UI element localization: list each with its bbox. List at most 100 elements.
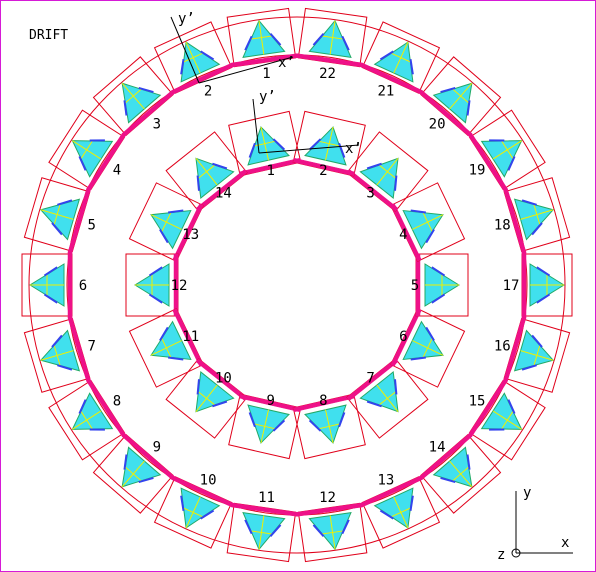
outer-module-wire [182, 52, 204, 63]
inner-module-arrow [431, 266, 446, 277]
inner-module-arrow [148, 293, 163, 304]
outer-module-label: 15 [469, 394, 486, 410]
outer-module-18 [503, 177, 571, 254]
outer-module-arrow [269, 524, 282, 537]
inner-module-arrow [148, 266, 163, 277]
outer-module-arrow [138, 86, 154, 94]
inner-module-arrow [196, 379, 200, 395]
diagram-title: DRIFT [29, 28, 68, 43]
outer-module-wire [182, 507, 204, 518]
inner-module-wire [422, 337, 434, 359]
outer-module-label: 14 [429, 440, 446, 456]
outer-module-label: 6 [79, 278, 87, 294]
outer-module-label: 10 [200, 473, 217, 489]
inner-module-wire [197, 164, 216, 180]
outer-module-wire [124, 88, 143, 105]
inner-module-1 [228, 110, 302, 177]
outer-y-axis-line [170, 16, 200, 84]
outer-module-7 [23, 316, 91, 393]
outer-x-axis-line [198, 56, 294, 84]
outer-module-label: 2 [204, 83, 212, 99]
inner-module-arrow [308, 419, 322, 432]
inner-module-label: 8 [319, 393, 327, 409]
outer-module-arrow [379, 509, 394, 520]
outer-module-label: 4 [113, 162, 121, 178]
inner-module-wire [160, 211, 172, 233]
outer-module-3 [92, 56, 175, 137]
outer-module-label: 22 [319, 66, 336, 82]
outer-module-arrow [341, 35, 350, 51]
inner-module-13 [128, 182, 204, 262]
outer-module-arrow [89, 428, 105, 431]
outer-module-wire [249, 35, 273, 40]
outer-module-22 [296, 7, 368, 68]
outer-module-wire [390, 52, 412, 63]
inner-module-9 [228, 393, 302, 460]
inner-module-wire [422, 211, 434, 233]
outer-module-2 [153, 21, 234, 95]
global-x-axis-label: x [561, 535, 569, 551]
outer-module-wire [451, 465, 470, 482]
outer-module-wire [500, 139, 514, 160]
outer-module-arrow [123, 100, 128, 116]
outer-module-arrow [78, 156, 87, 171]
inner-module-arrow [394, 175, 398, 191]
outer-module-label: 20 [429, 116, 446, 132]
outer-module-20 [419, 56, 502, 137]
outer-module-plank [296, 53, 363, 68]
outer-module-arrow [51, 334, 63, 348]
outer-module-label: 13 [377, 473, 394, 489]
global-axes-legend: y x z [497, 485, 573, 563]
inner-module-label: 7 [366, 370, 374, 386]
outer-module-arrow [312, 33, 325, 46]
inner-module-label: 5 [411, 278, 419, 294]
outer-module-label: 7 [87, 338, 95, 354]
outer-module-arrow [440, 86, 456, 94]
outer-module-15 [468, 378, 546, 461]
outer-module-arrow [244, 35, 253, 51]
outer-module-arrow [312, 524, 325, 537]
inner-local-axes: y’ x’ [252, 89, 362, 157]
outer-module-wire [53, 203, 61, 226]
inner-module-wire [378, 164, 397, 180]
inner-x-axis-line [258, 144, 360, 154]
inner-module-arrow [410, 356, 426, 361]
outer-module-label: 1 [262, 66, 270, 82]
inner-module-label: 11 [182, 329, 199, 345]
outer-module-label: 19 [469, 162, 486, 178]
outer-module-12 [296, 502, 368, 563]
outer-module-wire [500, 410, 514, 431]
global-z-axis-marker [511, 548, 521, 558]
inner-module-arrow [159, 228, 169, 244]
outer-module-arrow [89, 139, 105, 142]
outer-module-plank [67, 251, 73, 319]
inner-module-10 [165, 358, 248, 439]
outer-module-label: 18 [494, 218, 511, 234]
outer-module-wire [451, 88, 470, 105]
outer-module-arrow [180, 59, 185, 75]
outer-boundary-circle [28, 16, 566, 554]
inner-module-arrow [308, 138, 322, 151]
outer-module-wire [80, 139, 94, 160]
outer-module-4 [48, 109, 126, 192]
outer-module-1 [226, 7, 298, 68]
inner-module-arrow [248, 412, 256, 428]
outer-module-arrow [489, 139, 505, 142]
inner-module-label: 12 [171, 278, 188, 294]
outer-module-11 [226, 502, 298, 563]
outer-local-axes: y’ x’ [170, 11, 295, 84]
outer-module-arrow [51, 222, 63, 236]
outer-module-16 [503, 316, 571, 393]
outer-module-label: 16 [494, 338, 511, 354]
inner-y-axis-label: y’ [259, 89, 276, 105]
inner-module-wire [253, 140, 277, 147]
inner-module-2 [292, 110, 366, 177]
outer-module-arrow [521, 199, 537, 206]
inner-modules [125, 110, 469, 460]
outer-module-wire [533, 344, 541, 367]
outer-module-13 [360, 475, 441, 549]
inner-module-arrow [168, 356, 184, 361]
outer-module-wire [321, 35, 345, 40]
outer-module-wire [53, 344, 61, 367]
